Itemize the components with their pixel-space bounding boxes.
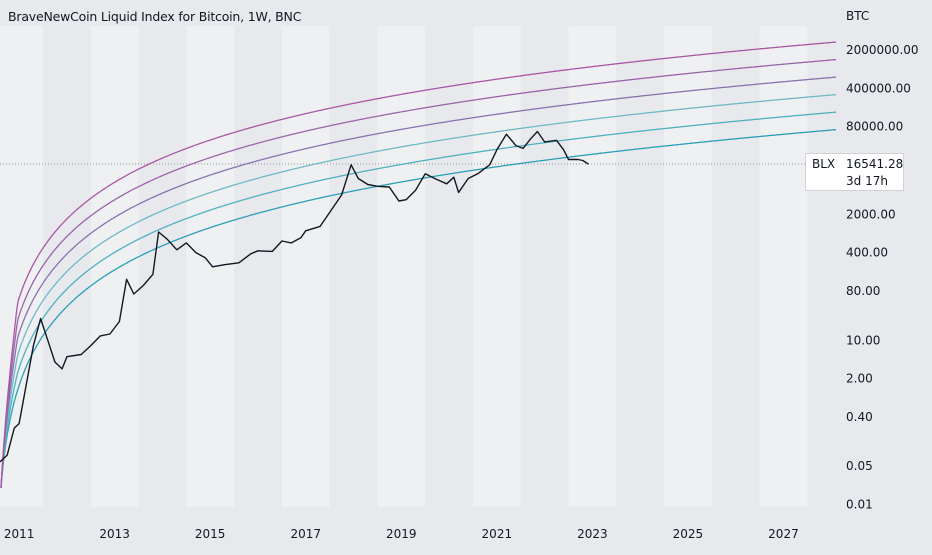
y-tick-label: 2000.00 [846,207,896,221]
x-tick-label: 2021 [482,527,513,541]
y-tick-label: 80000.00 [846,120,903,134]
price-series [0,130,589,463]
x-tick-label: 2017 [290,527,321,541]
y-tick-label: 0.05 [846,459,873,473]
y-axis: 2000000.00 400000.00 80000.00 2000.00 400.00… [846,43,919,511]
band-curve [0,93,837,489]
band-curve [0,129,836,489]
x-tick-label: 2011 [4,527,35,541]
y-tick-label: 400.00 [846,246,888,260]
year-band [281,26,330,507]
x-tick-label: 2023 [577,527,608,541]
band-curve [0,41,836,489]
last-price-tag: BLX 16541.28 3d 17h [805,153,904,192]
y-tick-label: 10.00 [846,333,880,347]
y-tick-label: 80.00 [846,284,880,298]
x-tick-label: 2025 [673,527,704,541]
year-band [664,26,712,507]
x-tick-label: 2019 [386,527,417,541]
y-axis-unit: BTC [846,9,870,23]
y-tick-label: 0.40 [846,410,873,424]
y-tick-label: 2000000.00 [846,43,919,57]
year-band [90,26,139,507]
price-symbol: BLX [812,157,836,172]
year-band [377,26,426,507]
chart-title: BraveNewCoin Liquid Index for Bitcoin, 1… [8,9,302,24]
band-curve [0,76,837,489]
rainbow-curves [0,41,837,489]
price-value: 16541.28 [846,157,904,172]
year-band [472,26,521,507]
band-curve [0,58,837,489]
y-tick-label: 0.01 [846,497,873,511]
y-tick-label: 400000.00 [846,81,911,95]
x-tick-label: 2015 [195,527,226,541]
year-band [759,26,808,507]
year-band [186,26,235,507]
year-band [568,26,617,507]
x-tick-label: 2027 [768,527,799,541]
x-axis: 2011 2013 2015 2017 2019 2021 2023 2025 2027 [4,527,799,541]
bar-countdown: 3d 17h [846,174,888,189]
band-curve [0,111,837,489]
y-tick-label: 2.00 [846,372,873,386]
series-line [0,130,589,463]
year-bands [0,26,808,507]
x-tick-label: 2013 [99,527,130,541]
